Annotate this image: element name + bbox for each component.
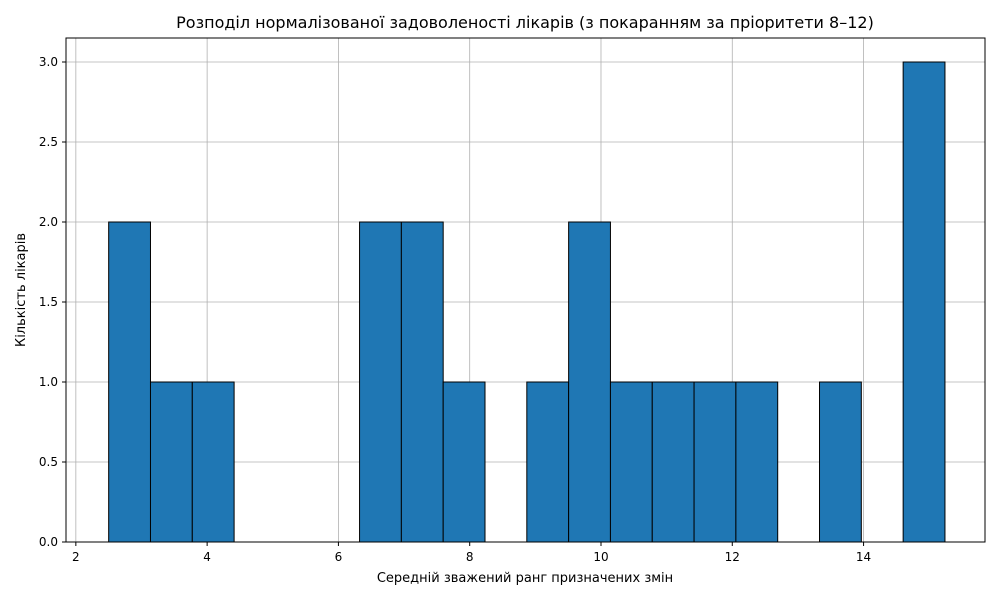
axes bbox=[65, 37, 986, 543]
x-axis-title: Середній зважений ранг призначених змін bbox=[377, 571, 673, 586]
histogram-bar bbox=[108, 221, 151, 543]
y-axis-ticks: 0.0 0.5 1.0 1.5 2.0 2.5 3.0 bbox=[39, 55, 66, 549]
histogram-bar bbox=[191, 381, 235, 543]
histogram-bar bbox=[442, 381, 486, 543]
x-tick-label: 14 bbox=[856, 550, 871, 564]
y-axis-title: Кількість лікарів bbox=[14, 233, 29, 347]
y-tick-label: 2.5 bbox=[39, 135, 58, 149]
histogram-bar bbox=[359, 221, 402, 543]
x-tick-label: 6 bbox=[335, 550, 343, 564]
x-tick-label: 2 bbox=[72, 550, 80, 564]
histogram-bar bbox=[526, 381, 570, 543]
x-tick-label: 10 bbox=[593, 550, 608, 564]
histogram-bar bbox=[568, 221, 611, 543]
x-tick-label: 8 bbox=[466, 550, 474, 564]
histogram-bar bbox=[651, 381, 695, 543]
y-tick-label: 1.5 bbox=[39, 295, 58, 309]
histogram-bars bbox=[108, 61, 946, 543]
x-tick-label: 12 bbox=[725, 550, 740, 564]
y-tick-label: 1.0 bbox=[39, 375, 58, 389]
x-tick-label: 4 bbox=[203, 550, 211, 564]
y-tick-label: 2.0 bbox=[39, 215, 58, 229]
y-tick-label: 3.0 bbox=[39, 55, 58, 69]
plot-frame bbox=[65, 37, 986, 543]
y-tick-label: 0.5 bbox=[39, 455, 58, 469]
chart-title: Розподіл нормалізованої задоволеності лі… bbox=[176, 13, 874, 32]
histogram-bar bbox=[735, 381, 779, 543]
histogram-bar bbox=[693, 381, 737, 543]
histogram-bar bbox=[609, 381, 653, 543]
y-tick-label: 0.0 bbox=[39, 535, 58, 549]
histogram-bar bbox=[149, 381, 193, 543]
histogram-bar bbox=[400, 221, 444, 543]
x-axis-ticks: 2 4 6 8 10 12 14 bbox=[72, 542, 871, 564]
histogram-bar bbox=[902, 61, 946, 543]
histogram-bar bbox=[819, 381, 862, 543]
